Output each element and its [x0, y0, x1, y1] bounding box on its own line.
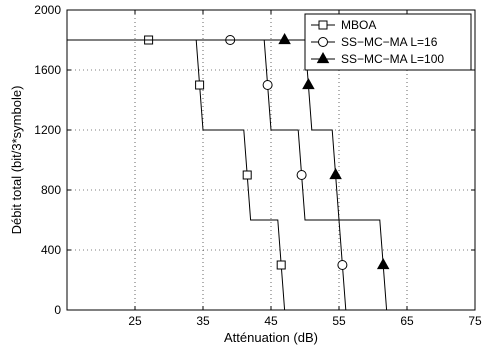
y-tick-label: 0 — [54, 303, 61, 317]
square-marker — [276, 260, 286, 270]
triangle-marker — [278, 32, 291, 45]
circle-marker — [337, 260, 348, 270]
circle-marker — [296, 170, 307, 180]
x-tick-label: 45 — [264, 314, 278, 328]
x-axis-label: Atténuation (dB) — [224, 330, 318, 345]
x-tick-label: 25 — [128, 314, 142, 328]
legend-label: SS−MC−MA L=100 — [341, 52, 444, 66]
y-tick-label: 1600 — [34, 63, 61, 77]
series-layer — [67, 32, 390, 311]
y-axis-label: Débit total (bit/3*symbole) — [9, 86, 24, 235]
legend-item: SS−MC−MA L=100 — [311, 51, 444, 66]
x-tick-label: 75 — [468, 314, 482, 328]
square-marker — [242, 170, 252, 180]
x-tick-label: 35 — [196, 314, 210, 328]
y-tick-label: 800 — [41, 183, 61, 197]
legend-item: SS−MC−MA L=16 — [311, 35, 438, 49]
y-tick-label: 2000 — [34, 3, 61, 17]
y-tick-label: 400 — [41, 243, 61, 257]
triangle-marker — [329, 167, 342, 180]
triangle-marker — [376, 257, 390, 270]
x-tick-label: 65 — [400, 314, 414, 328]
ticks: 25 35 45 55 65 75 0 400 800 1200 1600 2000 — [34, 3, 482, 328]
legend-label: SS−MC−MA L=16 — [341, 35, 438, 49]
legend-circle-marker — [318, 37, 328, 47]
legend-label: MBOA — [341, 18, 376, 32]
square-marker — [195, 80, 205, 90]
x-tick-label: 55 — [332, 314, 346, 328]
y-tick-label: 1200 — [34, 123, 61, 137]
legend-triangle-marker — [316, 51, 330, 64]
triangle-marker — [302, 77, 315, 90]
legend-item: MBOA — [311, 18, 376, 32]
circle-marker — [262, 80, 273, 90]
legend-square-marker — [318, 20, 328, 30]
legend: MBOA SS−MC−MA L=16 SS−MC−MA L=100 — [304, 13, 472, 71]
